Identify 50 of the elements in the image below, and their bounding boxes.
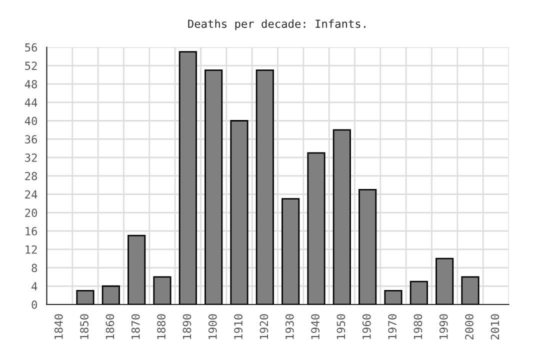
x-tick-label: 1900	[208, 314, 217, 339]
x-tick-label: 2010	[490, 314, 500, 340]
x-tick-label: 1980	[414, 314, 422, 339]
bar	[178, 51, 197, 304]
bar	[332, 129, 351, 304]
x-tick-label: 1930	[285, 314, 294, 339]
y-tick-label: 12	[26, 245, 37, 254]
bar	[461, 276, 480, 304]
x-tick-label: 1990	[439, 314, 448, 339]
x-tick-label: 1940	[311, 314, 320, 339]
x-tick-label: 1920	[260, 314, 268, 339]
bar	[282, 198, 300, 304]
bar	[204, 70, 223, 304]
bar	[384, 290, 402, 304]
y-tick-label: 16	[26, 227, 37, 236]
bar	[230, 120, 248, 304]
x-tick-label: 1860	[106, 314, 114, 339]
y-tick-label: 32	[25, 154, 37, 162]
y-tick-label: 4	[32, 282, 38, 290]
x-tick-label: 1960	[362, 314, 371, 339]
x-tick-label: 1910	[234, 314, 243, 339]
y-tick-label: 20	[25, 208, 37, 218]
x-tick-label: 2000	[465, 314, 474, 340]
x-tick-label: 1890	[182, 314, 192, 339]
x-tick-label: 1850	[80, 314, 89, 339]
y-tick-label: 28	[25, 172, 38, 180]
y-tick-label: 40	[24, 116, 37, 126]
bar	[358, 188, 377, 304]
y-tick-label: 48	[24, 80, 38, 88]
bar	[307, 152, 326, 304]
bar	[102, 285, 120, 304]
x-tick-label: 1840	[54, 314, 63, 339]
bar	[410, 280, 428, 304]
bar	[256, 70, 274, 304]
x-tick-label: 1970	[388, 314, 397, 339]
y-tick-label: 0	[32, 300, 37, 309]
bar	[436, 258, 454, 304]
y-tick-label: 56	[25, 43, 37, 52]
y-tick-label: 52	[25, 62, 37, 70]
chart-title: Deaths per decade: Infants.	[188, 19, 366, 30]
y-tick-label: 44	[24, 98, 38, 107]
y-tick-label: 24	[25, 190, 38, 198]
bar	[76, 290, 94, 304]
x-tick-label: 1880	[157, 314, 166, 339]
x-tick-label: 1870	[131, 314, 140, 339]
x-tick-label: 1950	[336, 314, 346, 339]
y-tick-label: 36	[25, 135, 37, 144]
y-tick-label: 8	[32, 264, 38, 272]
bar	[128, 234, 146, 304]
bar	[153, 276, 172, 304]
